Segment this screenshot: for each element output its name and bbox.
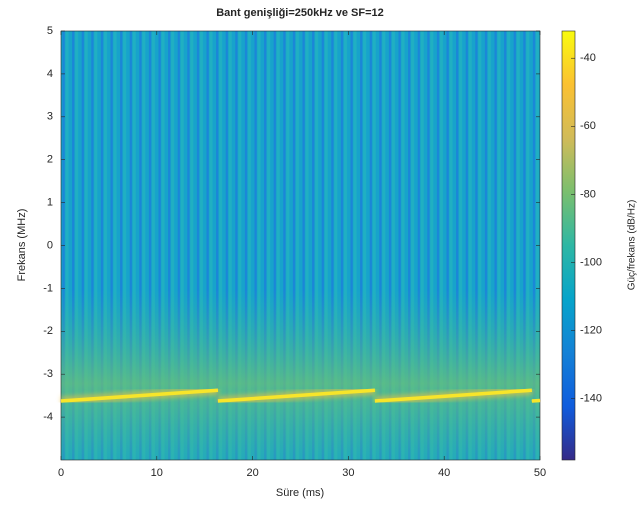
y-tick-label: 0 <box>47 239 53 251</box>
x-axis-label: Süre (ms) <box>276 487 324 499</box>
x-tick-label: 50 <box>534 467 546 479</box>
y-tick-label: 3 <box>47 111 53 123</box>
x-tick-label: 10 <box>151 467 163 479</box>
y-tick-label: 5 <box>47 25 53 37</box>
colorbar-tick-label: -60 <box>580 120 596 132</box>
x-tick-label: 40 <box>438 467 450 479</box>
colorbar-tick-label: -100 <box>580 256 602 268</box>
y-tick-label: -3 <box>43 368 53 380</box>
x-tick-label: 0 <box>58 467 64 479</box>
y-tick-label: 1 <box>47 197 53 209</box>
y-tick-label: -4 <box>43 411 53 423</box>
energy-band <box>61 290 540 460</box>
y-tick-label: -1 <box>43 282 53 294</box>
chirp-line <box>531 398 541 403</box>
chirp-line <box>374 388 532 403</box>
x-tick-label: 30 <box>342 467 354 479</box>
colorbar <box>561 30 576 461</box>
colorbar-tick-label: -140 <box>580 393 602 405</box>
colorbar-tick-label: -120 <box>580 325 602 337</box>
x-tick-label: 20 <box>246 467 258 479</box>
colorbar-label: Güç/frekans (dB/Hz) <box>627 200 638 291</box>
colorbar-tick-label: -80 <box>580 188 596 200</box>
y-axis-label: Frekans (MHz) <box>16 209 28 282</box>
y-tick-label: -2 <box>43 325 53 337</box>
chart-title: Bant genişliği=250kHz ve SF=12 <box>216 7 384 19</box>
y-tick-label: 4 <box>47 68 53 80</box>
chirp-line <box>60 388 219 403</box>
chirp-line <box>217 388 376 403</box>
y-tick-label: 2 <box>47 154 53 166</box>
colorbar-tick-label: -40 <box>580 52 596 64</box>
